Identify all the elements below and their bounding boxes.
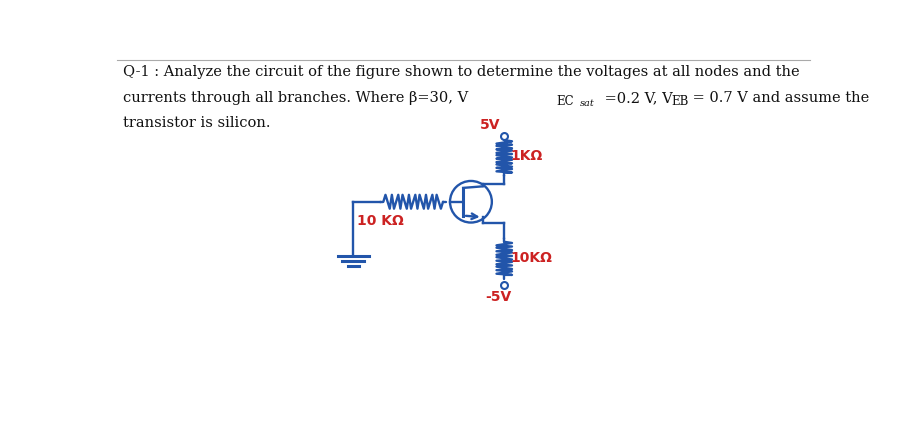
Text: Q-1 : Analyze the circuit of the figure shown to determine the voltages at all n: Q-1 : Analyze the circuit of the figure … [123,65,798,80]
Text: =0.2 V, V: =0.2 V, V [599,91,672,105]
Text: 10KΩ: 10KΩ [510,252,552,265]
Text: = 0.7 V and assume the: = 0.7 V and assume the [687,91,869,105]
Text: 5V: 5V [480,118,500,132]
Text: -5V: -5V [484,290,511,304]
Text: EC: EC [556,95,573,108]
Text: EB: EB [670,95,687,108]
Text: 10 KΩ: 10 KΩ [356,214,403,228]
Text: currents through all branches. Where β=30, V: currents through all branches. Where β=3… [123,91,467,105]
Text: sat: sat [579,99,594,108]
Text: 1KΩ: 1KΩ [510,149,542,163]
Text: transistor is silicon.: transistor is silicon. [123,116,271,129]
